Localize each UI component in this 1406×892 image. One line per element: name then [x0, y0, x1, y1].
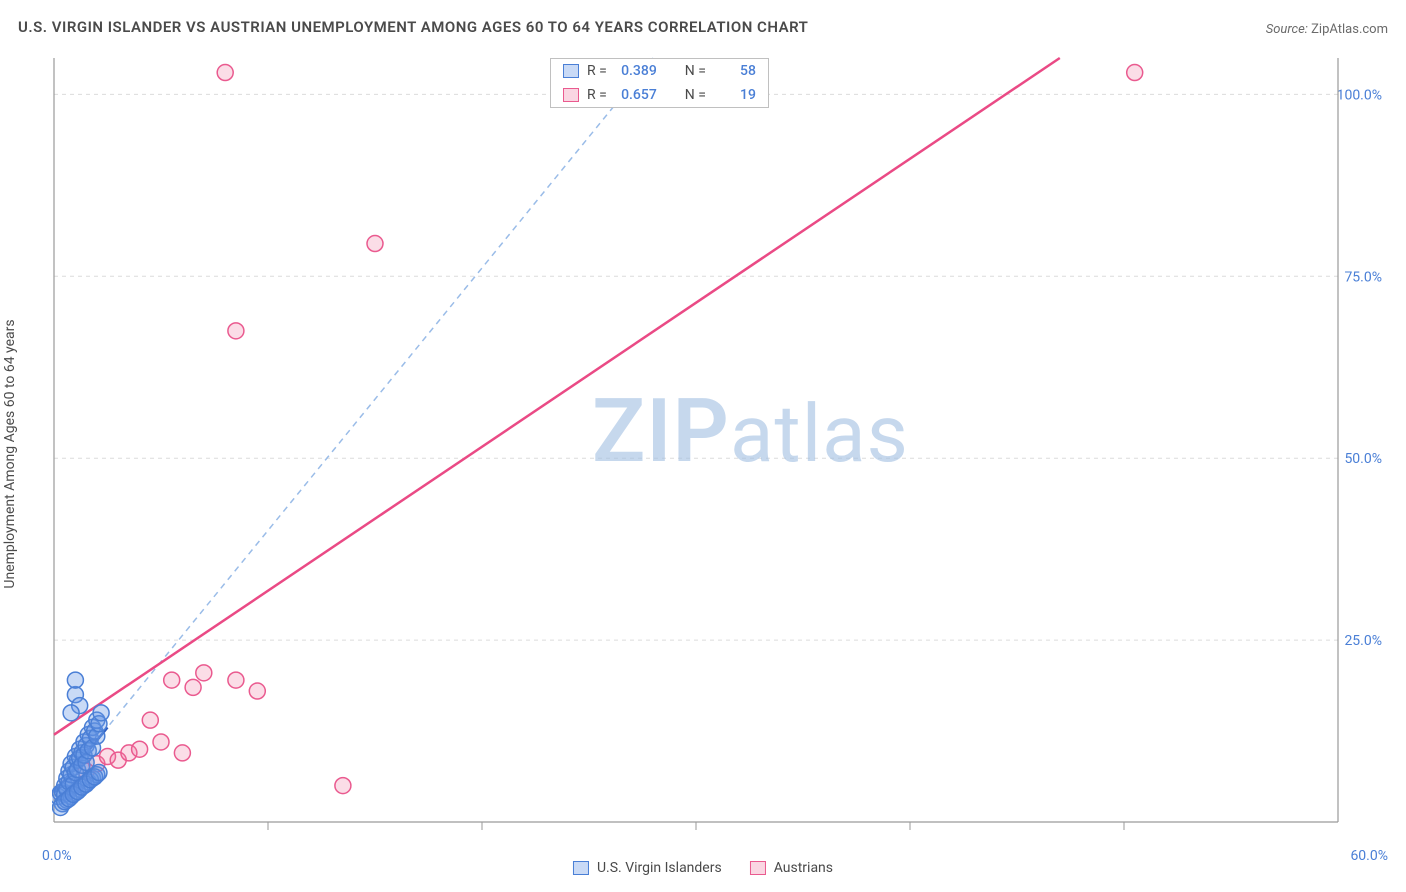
stat-r-blue: 0.389	[615, 63, 657, 79]
stat-n-label: N =	[685, 63, 706, 79]
chart-area: 25.0%50.0%75.0%100.0% ZIPatlas R = 0.389…	[52, 50, 1388, 842]
swatch-blue-icon	[573, 861, 589, 875]
svg-text:100.0%: 100.0%	[1337, 87, 1382, 103]
swatch-blue-icon	[563, 64, 579, 78]
stat-n-label: N =	[685, 87, 706, 103]
stat-r-label: R =	[587, 63, 607, 79]
svg-text:50.0%: 50.0%	[1344, 451, 1382, 467]
y-axis-label: Unemployment Among Ages 60 to 64 years	[2, 319, 18, 588]
source-value: ZipAtlas.com	[1311, 22, 1388, 37]
svg-text:75.0%: 75.0%	[1344, 269, 1382, 285]
scatter-plot: 25.0% 50.0% 75.0% 100.0%	[52, 50, 1388, 842]
stat-n-pink: 19	[714, 87, 756, 103]
stat-n-blue: 58	[714, 63, 756, 79]
legend-item-blue: U.S. Virgin Islanders	[573, 860, 722, 876]
legend-label-pink: Austrians	[774, 860, 833, 876]
swatch-pink-icon	[750, 861, 766, 875]
stats-row-pink: R = 0.657 N = 19	[551, 83, 768, 107]
stat-r-label: R =	[587, 87, 607, 103]
source-attribution: Source: ZipAtlas.com	[1266, 22, 1388, 37]
legend-label-blue: U.S. Virgin Islanders	[597, 860, 722, 876]
chart-title: U.S. VIRGIN ISLANDER VS AUSTRIAN UNEMPLO…	[18, 18, 808, 36]
stats-row-blue: R = 0.389 N = 58	[551, 59, 768, 83]
source-label: Source:	[1266, 22, 1308, 37]
stat-r-pink: 0.657	[615, 87, 657, 103]
svg-text:25.0%: 25.0%	[1344, 633, 1382, 649]
x-origin-label: 0.0%	[42, 848, 72, 864]
x-max-label: 60.0%	[1350, 848, 1388, 864]
legend-item-pink: Austrians	[750, 860, 833, 876]
legend-bottom: U.S. Virgin Islanders Austrians	[573, 860, 833, 876]
swatch-pink-icon	[563, 88, 579, 102]
stats-legend: R = 0.389 N = 58 R = 0.657 N = 19	[550, 58, 769, 108]
